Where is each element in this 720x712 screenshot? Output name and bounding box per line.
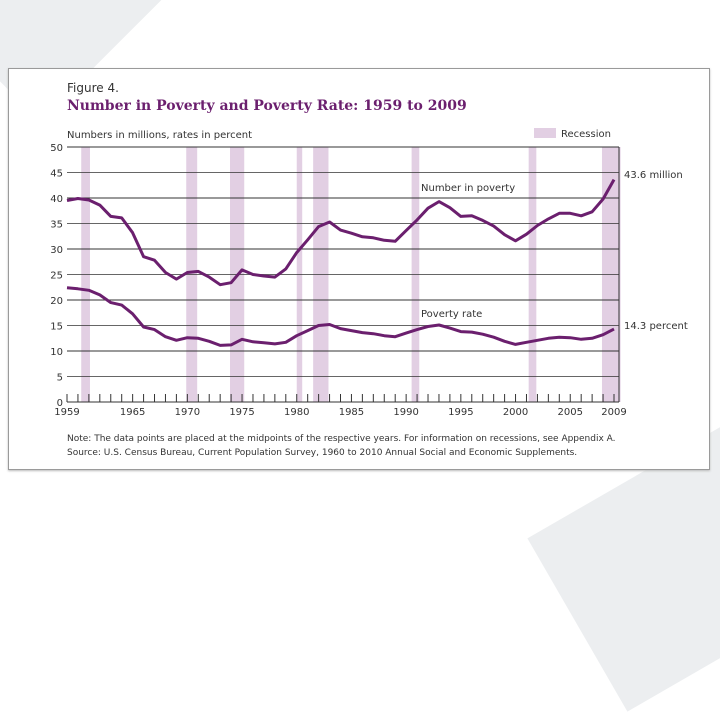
y-tick-label: 5 [57,373,63,384]
x-tick-label: 1970 [175,407,200,418]
y-tick-label: 50 [50,143,63,154]
x-tick-label: 2000 [503,407,528,418]
y-axis-label: Numbers in millions, rates in percent [67,130,252,141]
x-tick-label: 1975 [229,407,254,418]
chart-note: Note: The data points are placed at the … [67,434,616,444]
x-tick-label: 1990 [393,407,418,418]
x-tick-label: 1995 [448,407,473,418]
y-tick-label: 25 [50,271,63,282]
poverty-chart: Figure 4. Number in Poverty and Poverty … [50,81,688,458]
figure-label: Figure 4. [67,81,119,95]
x-tick-label: 1980 [284,407,309,418]
legend-label-recession: Recession [561,129,611,140]
y-tick-label: 35 [50,220,63,231]
x-tick-label: 1965 [120,407,145,418]
y-tick-label: 45 [50,169,63,180]
y-tick-label: 20 [50,296,63,307]
y-tick-label: 10 [50,347,63,358]
series-label-number: Number in poverty [421,183,515,194]
chart-title: Number in Poverty and Poverty Rate: 1959… [67,98,467,114]
end-label-rate: 14.3 percent [624,321,688,332]
x-tick-label: 2009 [601,407,626,418]
number-in-poverty-line [66,178,616,287]
y-tick-label: 40 [50,194,63,205]
end-label-number: 43.6 million [624,170,683,181]
y-tick-label: 15 [50,322,63,333]
y-tick-label: 0 [57,398,63,409]
chart-source: Source: U.S. Census Bureau, Current Popu… [67,448,577,458]
series-label-rate: Poverty rate [421,309,482,320]
poverty-rate-line [66,286,615,347]
x-tick-label: 1985 [339,407,364,418]
x-tick-label: 1959 [54,407,79,418]
y-tick-label: 30 [50,245,63,256]
legend-swatch-recession [534,128,556,138]
x-tick-label: 2005 [558,407,583,418]
figure-panel: Figure 4. Number in Poverty and Poverty … [8,68,710,470]
